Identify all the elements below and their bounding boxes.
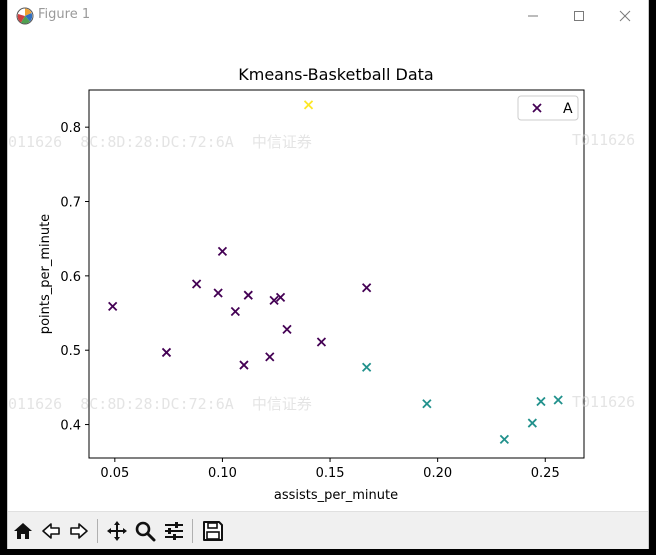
- pan-button[interactable]: [104, 518, 130, 544]
- data-point-marker: [243, 290, 253, 300]
- x-tick-label: 0.05: [100, 466, 129, 481]
- maximize-button[interactable]: [556, 0, 602, 31]
- x-axis-label: assists_per_minute: [274, 488, 398, 503]
- figure-canvas[interactable]: Kmeans-Basketball Data 0.05 0.10 0.15 0.20 0…: [8, 31, 648, 511]
- legend: A: [517, 95, 579, 121]
- data-point-marker: [422, 399, 432, 409]
- y-axis-ticks: 0.4 0.5 0.6 0.7 0.8: [60, 121, 89, 434]
- x-tick-label: 0.15: [316, 466, 345, 481]
- y-axis-label: points_per_minute: [38, 214, 53, 334]
- save-floppy-icon: [203, 521, 223, 541]
- zoom-button[interactable]: [132, 518, 158, 544]
- forward-arrow-icon: [70, 523, 88, 539]
- legend-marker: [532, 103, 542, 113]
- data-point-marker: [213, 288, 223, 298]
- plot-frame: [88, 89, 585, 459]
- data-point-marker: [536, 396, 546, 407]
- close-button[interactable]: [602, 0, 648, 31]
- chart-title: Kmeans-Basketball Data: [238, 65, 433, 84]
- back-button[interactable]: [38, 518, 64, 544]
- toolbar-separator: [192, 519, 193, 543]
- data-point-marker: [361, 362, 372, 372]
- data-point-marker: [527, 418, 537, 428]
- title-bar[interactable]: Figure 1: [8, 0, 648, 31]
- scatter-chart: Kmeans-Basketball Data 0.05 0.10 0.15 0.20 0…: [38, 65, 585, 503]
- data-point-marker: [499, 434, 510, 445]
- data-point-marker: [361, 283, 372, 293]
- matplotlib-logo-icon: [16, 7, 34, 25]
- data-point-marker: [161, 347, 172, 358]
- y-tick-label: 0.4: [60, 419, 81, 434]
- sliders-icon: [165, 522, 183, 540]
- minimize-button[interactable]: [510, 0, 556, 31]
- data-point-marker: [316, 337, 327, 347]
- minimize-icon: [528, 15, 538, 16]
- back-arrow-icon: [42, 523, 60, 539]
- x-tick-label: 0.20: [423, 466, 452, 481]
- home-icon: [14, 523, 32, 539]
- data-point-marker: [303, 100, 314, 110]
- legend-marker-icon: [532, 103, 542, 113]
- close-icon: [619, 10, 631, 21]
- forward-button[interactable]: [66, 518, 92, 544]
- legend-box: [517, 95, 579, 121]
- x-axis-ticks: 0.05 0.10 0.15 0.20 0.25: [100, 458, 560, 481]
- y-tick-label: 0.7: [60, 196, 81, 211]
- toolbar-separator: [97, 519, 98, 543]
- navigation-toolbar: [8, 511, 648, 549]
- legend-label: A: [563, 101, 573, 117]
- data-point-marker: [282, 324, 292, 335]
- data-point-marker: [230, 306, 240, 317]
- y-tick-label: 0.5: [60, 344, 81, 359]
- data-point-marker: [217, 246, 228, 256]
- y-tick-label: 0.6: [60, 270, 81, 285]
- data-point-marker: [265, 352, 275, 362]
- data-point-marker: [269, 295, 279, 306]
- data-point-marker: [553, 395, 563, 405]
- y-tick-label: 0.8: [60, 121, 81, 136]
- maximize-icon: [574, 10, 584, 21]
- data-point-marker: [275, 292, 286, 303]
- figure-window: Figure 1 Kmeans-Basketball Data 0.05 0.10…: [8, 0, 648, 549]
- x-tick-label: 0.25: [531, 466, 560, 481]
- zoom-magnifier-icon: [135, 521, 156, 542]
- configure-subplots-button[interactable]: [161, 518, 187, 544]
- x-tick-label: 0.10: [208, 466, 237, 481]
- window-title: Figure 1: [38, 7, 91, 22]
- home-button[interactable]: [10, 518, 36, 544]
- data-points: [108, 100, 563, 445]
- data-point-marker: [108, 301, 118, 311]
- data-point-marker: [191, 279, 202, 289]
- pan-move-icon: [107, 521, 127, 541]
- data-point-marker: [239, 360, 249, 370]
- save-button[interactable]: [200, 518, 226, 544]
